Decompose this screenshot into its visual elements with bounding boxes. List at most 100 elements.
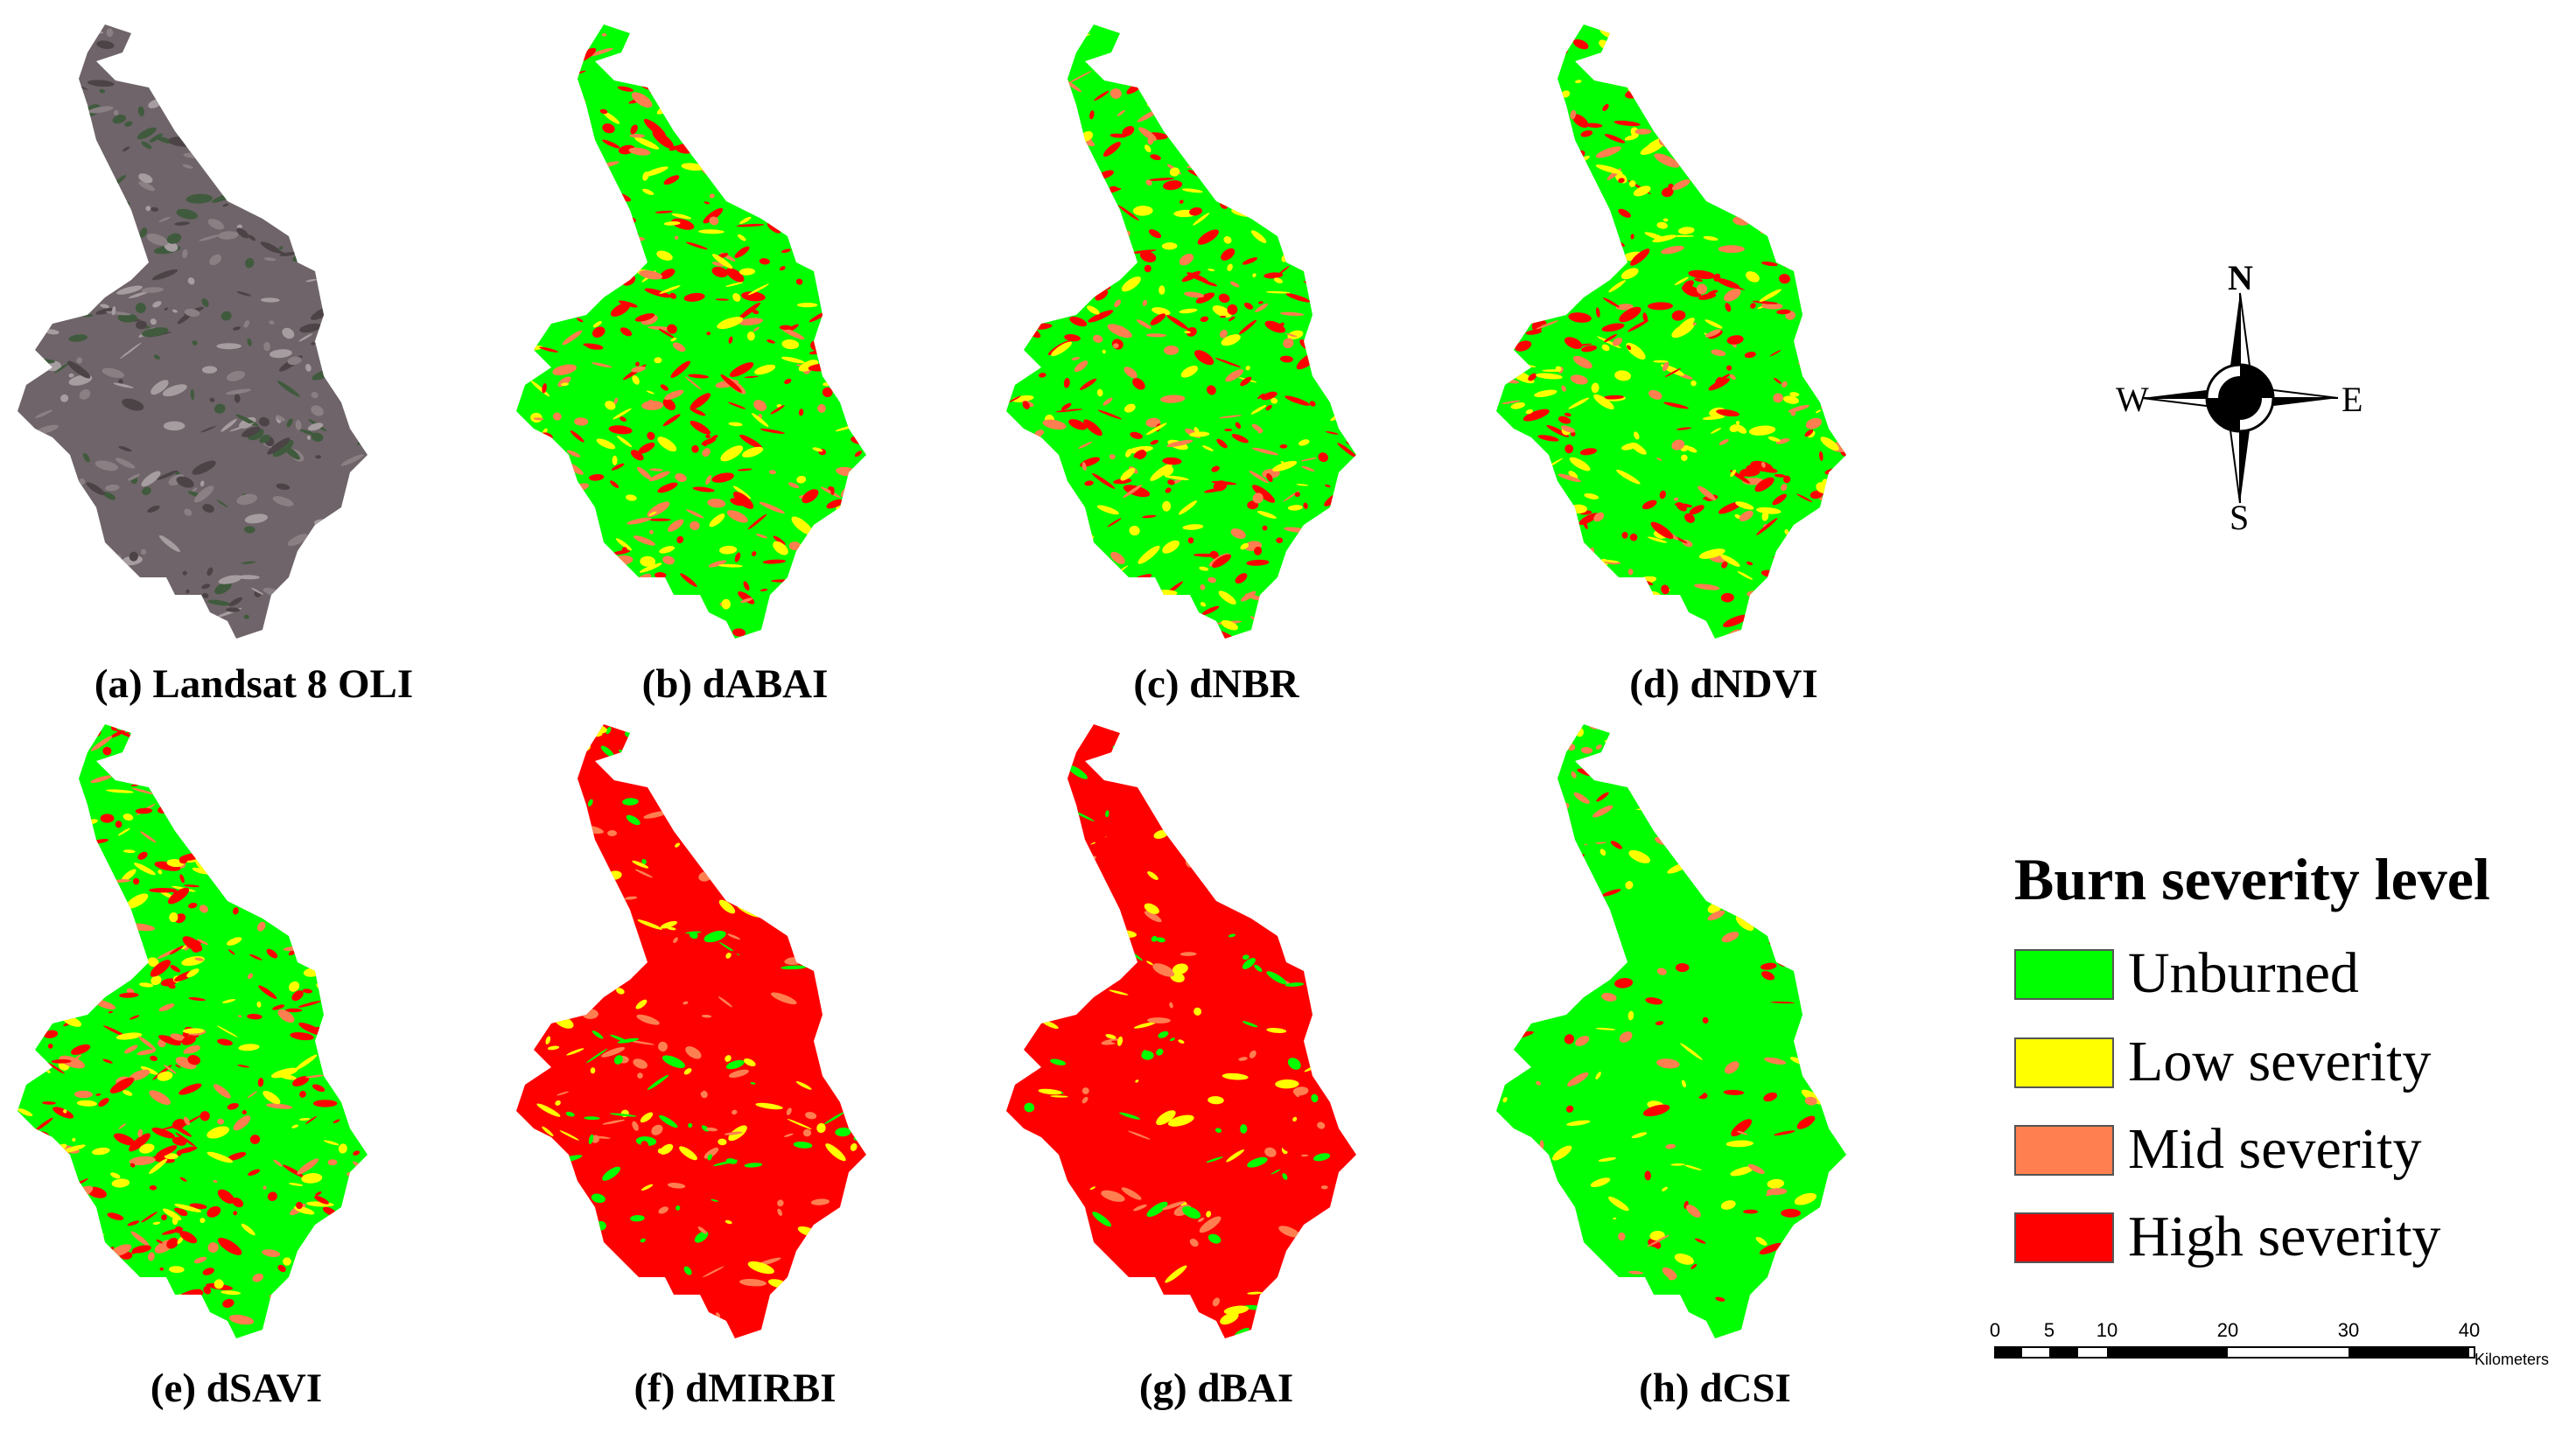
severity-patch xyxy=(792,151,814,161)
severity-patch xyxy=(1772,1287,1788,1292)
severity-patch xyxy=(1637,82,1657,94)
severity-patch xyxy=(102,746,112,756)
scale-tick-40: 40 xyxy=(2458,1319,2481,1341)
severity-patch xyxy=(617,260,622,268)
severity-patch xyxy=(1826,63,1844,71)
severity-patch xyxy=(260,241,281,254)
severity-patch xyxy=(1585,840,1602,849)
severity-patch xyxy=(1737,1130,1748,1135)
severity-patch xyxy=(338,168,343,172)
severity-patch xyxy=(1297,773,1302,779)
severity-patch xyxy=(592,362,612,368)
severity-patch xyxy=(654,210,673,213)
severity-patch xyxy=(1757,615,1778,631)
severity-patch xyxy=(596,438,616,450)
map-panel-a xyxy=(0,17,490,656)
severity-patch xyxy=(1142,514,1157,519)
severity-patch xyxy=(555,484,579,498)
severity-patch xyxy=(302,940,316,952)
severity-patch xyxy=(1295,567,1307,575)
severity-patch xyxy=(1220,1134,1233,1145)
severity-patch xyxy=(1140,765,1161,773)
severity-patch xyxy=(696,1047,718,1062)
severity-patch xyxy=(710,129,724,137)
severity-patch xyxy=(1066,515,1078,524)
severity-patch xyxy=(86,283,92,289)
severity-patch xyxy=(360,338,366,343)
severity-patch xyxy=(642,188,654,196)
severity-patch xyxy=(1305,1158,1324,1167)
severity-patch xyxy=(1008,987,1018,995)
severity-patch xyxy=(1210,188,1225,195)
severity-patch xyxy=(725,1059,745,1070)
severity-patch xyxy=(1797,804,1803,811)
severity-patch xyxy=(1715,108,1726,119)
severity-patch xyxy=(780,965,807,970)
severity-patch xyxy=(220,418,237,432)
severity-patch xyxy=(1022,80,1046,86)
severity-patch xyxy=(138,1036,156,1050)
severity-patch xyxy=(1158,1030,1169,1038)
severity-patch xyxy=(18,608,21,611)
severity-patch xyxy=(1754,71,1763,76)
severity-patch xyxy=(818,296,823,299)
panel-caption-h: (h) dCSI xyxy=(1639,1366,1791,1411)
severity-patch xyxy=(307,1289,319,1300)
severity-patch xyxy=(833,572,846,580)
severity-patch xyxy=(120,206,126,214)
severity-patch xyxy=(18,66,32,78)
severity-patch xyxy=(1138,127,1157,141)
severity-patch xyxy=(692,486,715,492)
severity-patch xyxy=(1566,1120,1591,1127)
severity-patch xyxy=(741,446,764,458)
severity-patch xyxy=(266,1103,293,1109)
severity-patch xyxy=(186,66,203,75)
severity-patch xyxy=(1568,312,1592,323)
severity-patch xyxy=(817,724,837,736)
severity-patch xyxy=(660,1143,674,1155)
severity-patch xyxy=(1788,404,1810,413)
severity-patch xyxy=(1662,1186,1668,1191)
severity-patch xyxy=(784,378,792,385)
severity-patch xyxy=(234,394,241,403)
severity-patch xyxy=(1671,439,1685,451)
severity-patch xyxy=(668,519,684,532)
severity-patch xyxy=(1658,128,1666,136)
severity-patch xyxy=(1776,138,1787,143)
severity-patch xyxy=(1206,1156,1223,1163)
severity-patch xyxy=(166,770,182,783)
severity-patch xyxy=(1673,497,1679,501)
severity-patch xyxy=(635,361,640,367)
severity-patch xyxy=(1810,490,1824,499)
severity-patch xyxy=(1586,972,1603,980)
severity-patch xyxy=(1627,345,1632,351)
severity-patch xyxy=(1653,774,1665,786)
severity-patch xyxy=(33,555,54,566)
severity-patch xyxy=(1654,153,1680,168)
severity-patch xyxy=(1042,450,1051,459)
severity-patch xyxy=(1285,621,1309,632)
severity-patch xyxy=(656,36,678,55)
severity-patch xyxy=(1146,960,1153,966)
severity-patch xyxy=(566,195,590,207)
severity-patch xyxy=(574,150,592,158)
severity-patch xyxy=(1026,151,1036,160)
severity-patch xyxy=(1634,129,1652,135)
severity-patch xyxy=(327,1159,338,1166)
severity-patch xyxy=(758,753,764,764)
severity-patch xyxy=(209,397,215,402)
severity-patch xyxy=(1505,1178,1523,1189)
severity-patch xyxy=(1524,315,1530,319)
severity-patch xyxy=(118,379,123,385)
severity-patch xyxy=(199,1331,214,1338)
severity-patch xyxy=(1826,221,1843,225)
severity-patch xyxy=(108,1010,114,1014)
severity-patch xyxy=(802,150,812,157)
severity-patch xyxy=(652,130,675,149)
severity-patch xyxy=(200,77,217,90)
severity-patch xyxy=(1784,252,1804,268)
severity-patch xyxy=(1092,611,1098,621)
severity-patch xyxy=(827,614,836,622)
severity-patch xyxy=(702,1266,724,1278)
severity-patch xyxy=(606,923,614,933)
